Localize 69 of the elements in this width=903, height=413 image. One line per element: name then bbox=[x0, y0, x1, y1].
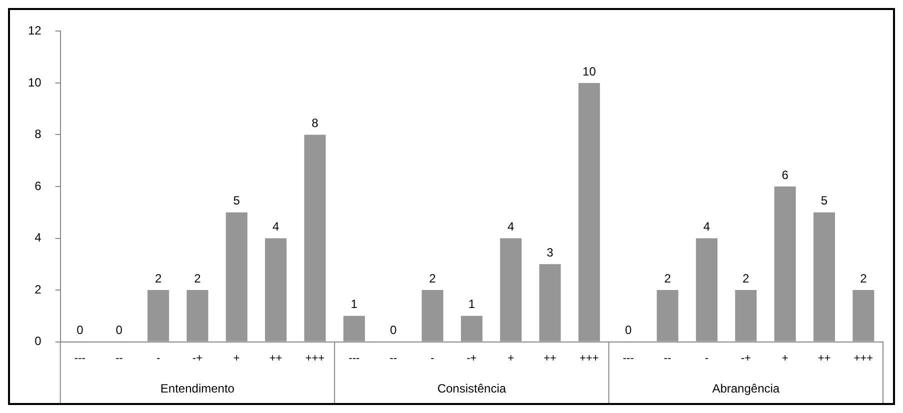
x-tick-label: --- bbox=[622, 352, 634, 364]
bar bbox=[578, 82, 600, 342]
bar bbox=[735, 290, 757, 342]
x-tick-label: --- bbox=[348, 352, 360, 364]
data-label: 4 bbox=[272, 220, 280, 234]
x-tick-label: -+ bbox=[192, 352, 203, 364]
x-tick-label: - bbox=[430, 352, 435, 364]
data-label: 8 bbox=[312, 116, 319, 130]
data-label: 6 bbox=[782, 168, 789, 182]
bar bbox=[539, 264, 561, 342]
bar bbox=[226, 212, 248, 342]
y-tick-label: 10 bbox=[28, 75, 42, 90]
data-label: 5 bbox=[820, 194, 828, 208]
data-label: 2 bbox=[860, 271, 868, 286]
text: Abrangência bbox=[712, 381, 780, 396]
data-label: 1 bbox=[350, 297, 358, 312]
bar bbox=[186, 290, 208, 342]
y-tick-label: 0 bbox=[34, 334, 42, 348]
data-label: 10 bbox=[582, 64, 596, 78]
data-label: 4 bbox=[508, 220, 515, 234]
bar bbox=[852, 290, 874, 342]
x-tick-label: ++ bbox=[818, 352, 831, 364]
text: Entendimento bbox=[160, 381, 235, 396]
data-label: 1 bbox=[468, 297, 476, 312]
x-tick-label: +++ bbox=[305, 352, 325, 364]
bar bbox=[774, 186, 796, 342]
data-label: 0 bbox=[76, 323, 84, 338]
data-label: 2 bbox=[194, 271, 202, 286]
x-tick-label: - bbox=[156, 352, 160, 364]
data-label: 2 bbox=[742, 271, 750, 286]
data-label: 0 bbox=[390, 323, 397, 338]
x-tick-label: + bbox=[782, 352, 788, 364]
x-tick-label: + bbox=[508, 352, 514, 364]
data-label: 5 bbox=[233, 194, 240, 208]
x-tick-label: +++ bbox=[854, 352, 874, 364]
y-tick-label: 8 bbox=[34, 127, 42, 142]
data-label: 0 bbox=[625, 323, 632, 338]
data-label: 2 bbox=[429, 271, 436, 286]
bar bbox=[813, 212, 836, 342]
y-tick-label: 6 bbox=[34, 178, 42, 193]
data-label: 3 bbox=[546, 245, 554, 260]
x-tick-label: -+ bbox=[740, 352, 751, 364]
data-label: 2 bbox=[664, 271, 672, 286]
y-tick-label: 2 bbox=[34, 282, 42, 296]
x-tick-label: +++ bbox=[580, 352, 599, 364]
data-label: 4 bbox=[703, 220, 710, 234]
y-tick-label: 12 bbox=[28, 24, 42, 38]
x-tick-label: -+ bbox=[466, 352, 477, 364]
bar bbox=[422, 290, 444, 342]
bar bbox=[460, 316, 482, 342]
x-tick-label: + bbox=[233, 352, 240, 364]
bar bbox=[343, 316, 365, 342]
x-tick-label: -- bbox=[390, 352, 398, 364]
bar bbox=[500, 238, 522, 342]
y-tick-label: 4 bbox=[34, 230, 42, 245]
bar bbox=[265, 238, 287, 342]
text: Consistência bbox=[437, 381, 506, 396]
x-tick-label: --- bbox=[74, 352, 86, 364]
x-tick-label: - bbox=[704, 352, 709, 364]
data-label: 2 bbox=[154, 271, 162, 286]
x-tick-label: -- bbox=[115, 352, 124, 364]
bar bbox=[148, 290, 170, 342]
bar bbox=[304, 134, 326, 342]
x-tick-label: -- bbox=[664, 352, 672, 364]
bar bbox=[656, 290, 678, 342]
x-tick-label: ++ bbox=[544, 352, 556, 364]
bar bbox=[696, 238, 718, 342]
data-label: 0 bbox=[116, 323, 123, 338]
x-tick-label: ++ bbox=[269, 352, 282, 364]
